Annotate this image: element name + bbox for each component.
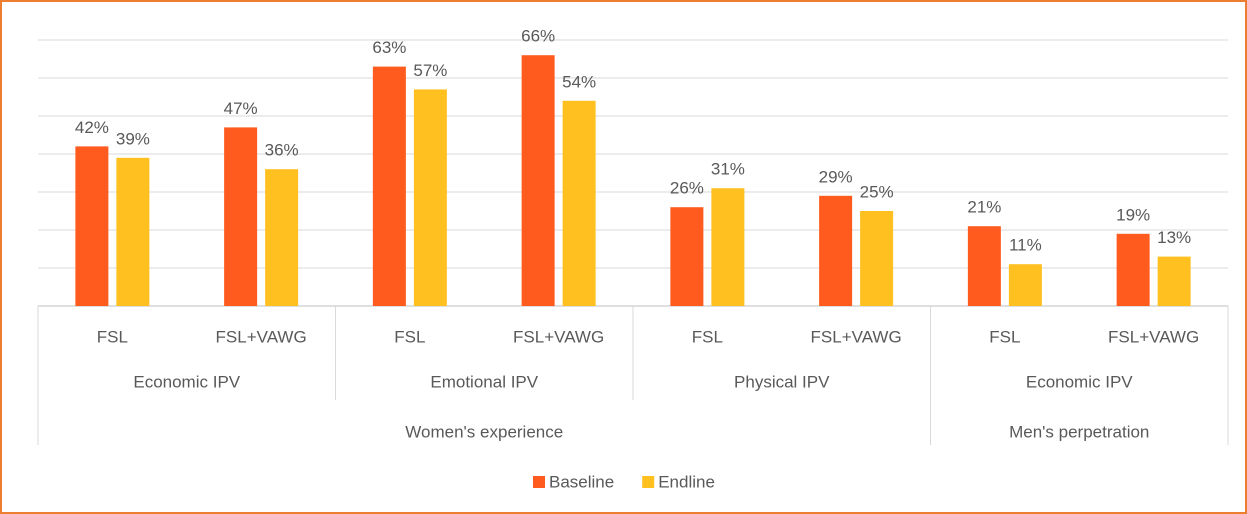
legend-swatch (642, 476, 655, 488)
bar (265, 169, 299, 306)
legend-swatch (533, 476, 545, 488)
bar (860, 211, 894, 306)
bar (413, 89, 447, 307)
data-label: 26% (670, 179, 704, 198)
legend-label: Baseline (549, 472, 614, 491)
data-label: 11% (1009, 236, 1042, 255)
bar (1008, 264, 1042, 306)
bar (819, 195, 853, 306)
x-tick-label: FSL+VAWG (811, 327, 902, 346)
bar (116, 157, 150, 306)
legend-label: Endline (658, 472, 715, 491)
data-label: 31% (711, 160, 745, 179)
bar (1157, 256, 1191, 306)
group-label: Economic IPV (133, 372, 240, 391)
bar (670, 207, 704, 306)
x-tick-label: FSL (394, 327, 425, 346)
data-label: 47% (224, 99, 258, 118)
data-label: 25% (860, 182, 894, 201)
x-tick-label: FSL (989, 327, 1020, 346)
bar (562, 100, 596, 306)
x-tick-label: FSL+VAWG (216, 327, 307, 346)
x-tick-label: FSL (97, 327, 128, 346)
data-label: 36% (265, 141, 299, 160)
data-label: 21% (967, 198, 1001, 217)
group-label: Emotional IPV (430, 372, 538, 391)
data-label: 42% (75, 118, 109, 137)
data-label: 57% (413, 61, 447, 80)
data-label: 54% (562, 72, 596, 91)
x-tick-label: FSL (692, 327, 723, 346)
bar (711, 188, 745, 306)
bar (224, 127, 258, 307)
data-label: 63% (372, 38, 406, 57)
data-label: 19% (1116, 205, 1150, 224)
bar (521, 55, 555, 307)
data-label: 66% (521, 27, 555, 46)
x-tick-label: FSL+VAWG (1108, 327, 1199, 346)
bar (967, 226, 1001, 306)
bar (75, 146, 109, 306)
bar (1116, 233, 1150, 306)
data-label: 13% (1157, 228, 1191, 247)
super-group-label: Men's perpetration (1009, 422, 1149, 441)
x-tick-label: FSL+VAWG (513, 327, 604, 346)
group-label: Economic IPV (1026, 372, 1133, 391)
bar (372, 66, 406, 306)
data-label: 39% (116, 129, 150, 148)
data-label: 29% (819, 167, 853, 186)
group-label: Physical IPV (734, 372, 830, 391)
super-group-label: Women's experience (405, 422, 563, 441)
